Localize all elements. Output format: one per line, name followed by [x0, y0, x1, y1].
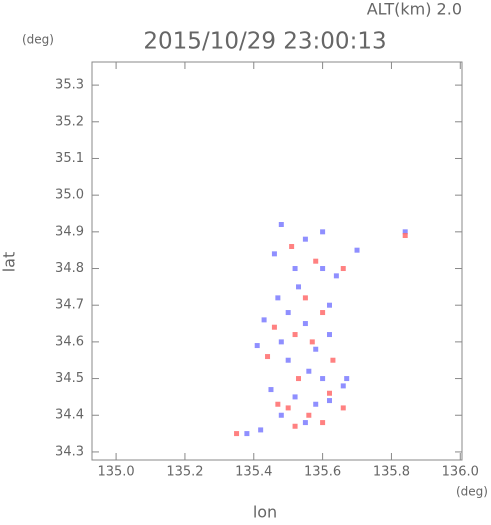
data-point [313, 401, 319, 407]
data-point [402, 229, 408, 235]
y-tick-label: 34.4 [55, 408, 84, 423]
data-point [302, 321, 308, 327]
data-point [292, 332, 298, 338]
data-point [261, 317, 267, 323]
altitude-annotation: ALT(km) 2.0 [367, 0, 462, 19]
data-point [275, 401, 281, 407]
x-tick-label: 135.6 [304, 465, 341, 480]
plot-frame [91, 61, 463, 461]
x-tick-label: 135.4 [235, 465, 272, 480]
data-point [278, 222, 284, 228]
data-point [296, 376, 302, 382]
data-point [306, 368, 312, 374]
data-point [333, 273, 339, 279]
data-point [244, 431, 250, 437]
data-point [289, 244, 295, 250]
data-point [258, 427, 264, 433]
data-point [340, 383, 346, 389]
data-point [271, 324, 277, 330]
data-point [285, 357, 291, 363]
data-point [320, 229, 326, 235]
data-point [320, 310, 326, 316]
data-point [320, 266, 326, 272]
data-point [340, 266, 346, 272]
data-point [354, 247, 360, 253]
y-axis-label: lat [0, 252, 19, 273]
data-point [292, 394, 298, 400]
data-point [254, 343, 260, 349]
data-point [313, 258, 319, 264]
data-point [265, 354, 271, 360]
y-tick-label: 34.5 [55, 371, 84, 386]
data-point [285, 310, 291, 316]
data-point [278, 339, 284, 345]
data-point [302, 420, 308, 426]
data-point [278, 412, 284, 418]
data-point [309, 339, 315, 345]
x-tick-label: 135.0 [97, 465, 134, 480]
data-point [313, 346, 319, 352]
y-unit: (deg) [22, 33, 54, 47]
data-point [275, 295, 281, 301]
x-tick-label: 136.0 [442, 465, 479, 480]
y-tick-label: 34.7 [55, 298, 84, 313]
data-point [296, 284, 302, 290]
data-point [285, 405, 291, 411]
data-point [302, 295, 308, 301]
data-point [340, 405, 346, 411]
chart-title: 2015/10/29 23:00:13 [143, 29, 386, 55]
data-point [326, 332, 332, 338]
data-point [292, 266, 298, 272]
y-tick-label: 34.9 [55, 224, 84, 239]
data-point [344, 376, 350, 382]
x-axis-label: lon [253, 503, 277, 522]
data-point [271, 251, 277, 257]
data-point [326, 302, 332, 308]
data-point [306, 412, 312, 418]
data-point [326, 390, 332, 396]
data-point [320, 376, 326, 382]
data-point [292, 423, 298, 429]
y-tick-label: 35.3 [55, 78, 84, 93]
x-unit: (deg) [456, 485, 488, 499]
y-tick-label: 34.6 [55, 334, 84, 349]
x-tick-label: 135.8 [373, 465, 410, 480]
y-tick-label: 35.0 [55, 188, 84, 203]
data-point [234, 431, 240, 437]
y-tick-label: 34.3 [55, 444, 84, 459]
y-tick-label: 34.8 [55, 261, 84, 276]
data-point [402, 233, 408, 239]
y-tick-label: 35.1 [55, 151, 84, 166]
data-point [302, 236, 308, 242]
data-point [320, 420, 326, 426]
y-tick-label: 35.2 [55, 114, 84, 129]
data-point [330, 357, 336, 363]
x-tick-label: 135.2 [166, 465, 203, 480]
data-point [268, 387, 274, 393]
data-point [326, 398, 332, 404]
